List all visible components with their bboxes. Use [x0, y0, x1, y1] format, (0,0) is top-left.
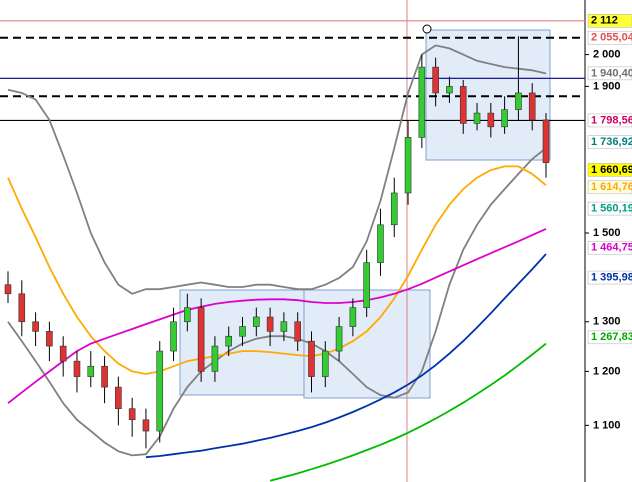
candle-body [349, 307, 357, 327]
candle-body [46, 331, 53, 347]
indicator-line [7, 44, 547, 295]
candle-body [32, 321, 39, 332]
candle-body [156, 350, 164, 432]
candle-body [515, 92, 522, 110]
price-label: 2 112 [591, 15, 618, 27]
candle-body [542, 119, 550, 164]
candle-body [432, 66, 439, 94]
price-label-box [587, 163, 632, 177]
candle-body [390, 192, 398, 226]
candle-body [418, 66, 426, 138]
price-label-box [587, 270, 632, 285]
candle-body [528, 92, 536, 121]
candle-body [128, 408, 136, 421]
candle-body [184, 307, 191, 323]
indicator-line [269, 342, 547, 482]
candle-body [18, 293, 26, 323]
price-label-box [587, 13, 632, 28]
indicator-line [7, 228, 547, 404]
candle-body [473, 112, 481, 124]
indicator-line [7, 165, 547, 375]
price-label-box [587, 135, 632, 149]
candle-body [294, 321, 301, 342]
candle-body [501, 109, 508, 128]
candle-body [308, 340, 315, 377]
candle-body [266, 316, 274, 332]
price-label: 1 736,92 [591, 136, 632, 148]
price-label-box [587, 113, 632, 128]
price-label: 1 798,56 [591, 114, 632, 126]
indicator-line [7, 147, 547, 457]
candle-body [377, 224, 384, 263]
indicator-line [145, 253, 547, 459]
candle-body [211, 345, 219, 372]
candle-body [446, 86, 453, 94]
y-tick-label: 2 000 [593, 48, 621, 60]
candle-body [87, 365, 95, 377]
candle-body [59, 345, 67, 362]
y-tick-label: 1 100 [593, 419, 621, 431]
y-tick-label: 1 200 [593, 365, 621, 377]
candle-body [363, 262, 370, 308]
price-label-box [587, 240, 632, 255]
price-label: 1 940,40 [591, 67, 632, 79]
y-tick-label: 1 300 [593, 316, 621, 328]
candle-body [4, 284, 12, 295]
price-label-box [587, 30, 632, 45]
candle-body [335, 326, 343, 352]
price-label: 1 660,69 [591, 164, 632, 176]
anchor-point [422, 24, 432, 34]
price-label: 1 395,98 [591, 271, 632, 283]
candle-body [142, 419, 150, 432]
y-tick-label: 1 500 [593, 227, 621, 239]
price-label: 1 560,19 [591, 203, 632, 215]
candle-body [321, 350, 329, 377]
candle-body [101, 365, 108, 388]
price-label: 1 464,75 [591, 242, 632, 254]
price-label: 2 055,04 [591, 32, 632, 44]
candle-body [280, 321, 288, 332]
candle-body [197, 307, 205, 372]
candle-body [239, 326, 246, 337]
price-label: 1 614,76 [591, 181, 632, 193]
y-tick-label: 1 900 [593, 80, 621, 92]
candle-body [404, 137, 412, 194]
price-label-box [587, 66, 632, 81]
candle-body [170, 321, 177, 352]
candle-body [225, 335, 233, 347]
price-label-box [587, 201, 632, 216]
price-label-box [587, 330, 632, 345]
price-label-box [587, 180, 632, 195]
candle-body [73, 360, 81, 377]
candle-body [253, 316, 260, 327]
price-label: 1 267,83 [591, 331, 632, 343]
candle-body [459, 86, 467, 124]
candle-body [115, 386, 122, 409]
candle-body [487, 112, 495, 128]
